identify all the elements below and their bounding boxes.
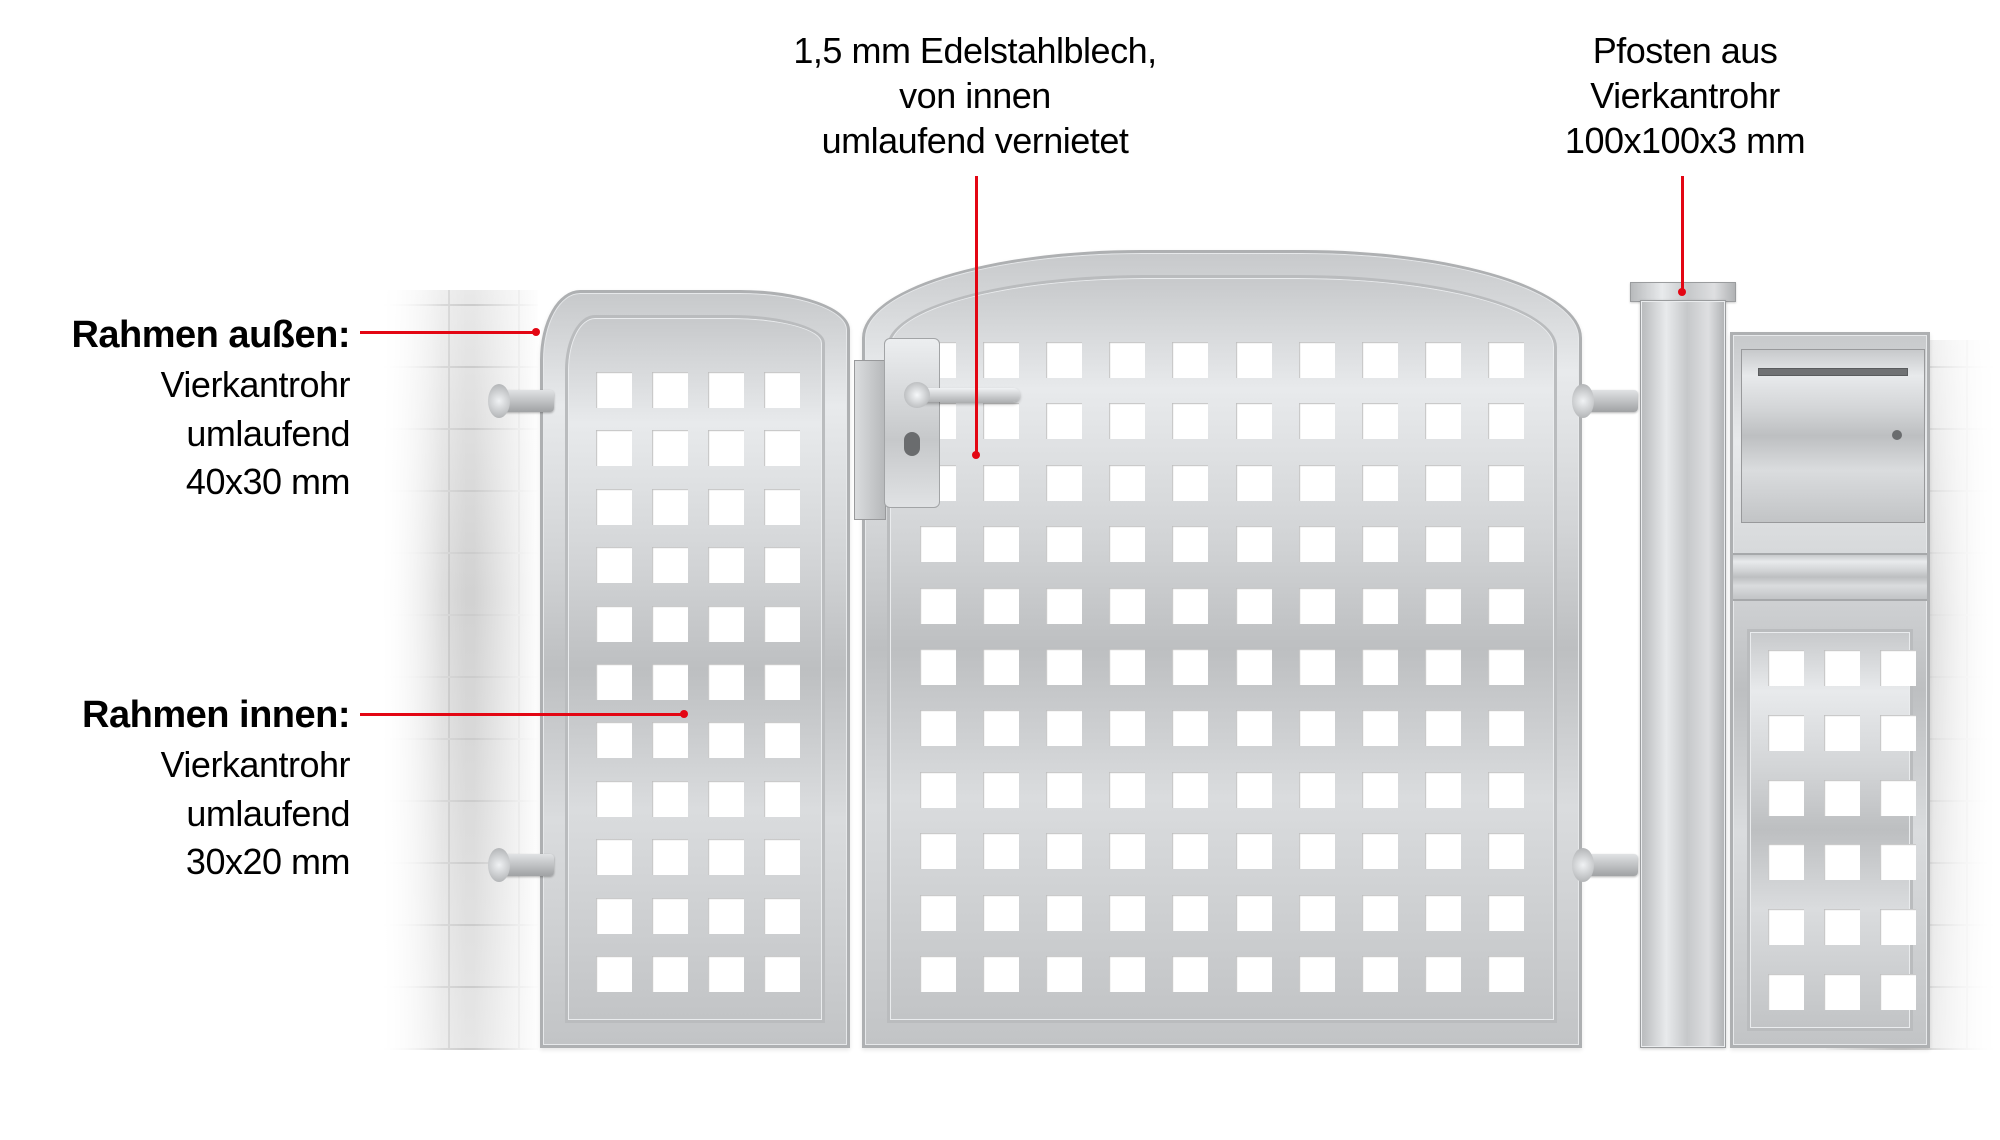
side-panel-midbar — [1733, 553, 1927, 601]
callout-left-outer: Rahmen außen: Vierkantrohr umlaufend 40x… — [0, 310, 350, 507]
callout-line: 40x30 mm — [0, 458, 350, 507]
hinge-left-upper — [502, 390, 554, 412]
leader-top-sheet — [975, 176, 978, 455]
gate-small-perforation — [596, 372, 794, 992]
hinge-right-upper — [1586, 390, 1638, 412]
diagram-stage: 1,5 mm Edelstahlblech, von innen umlaufe… — [0, 0, 2000, 1140]
strike-plate — [854, 360, 886, 520]
callout-line: Pfosten aus — [1540, 28, 1830, 73]
side-panel — [1730, 332, 1930, 1048]
callout-line: umlaufend vernietet — [760, 118, 1190, 163]
callout-line: Vierkantrohr — [0, 741, 350, 790]
mailbox-slot — [1758, 368, 1908, 376]
hinge-right-lower — [1586, 854, 1638, 876]
keyhole — [904, 432, 920, 456]
callout-line: von innen — [760, 73, 1190, 118]
callout-line: umlaufend — [0, 790, 350, 839]
callout-left-inner: Rahmen innen: Vierkantrohr umlaufend 30x… — [0, 690, 350, 887]
callout-top-sheet: 1,5 mm Edelstahlblech, von innen umlaufe… — [760, 28, 1190, 163]
gate-large-perforation — [920, 342, 1524, 992]
leader-left-inner — [360, 713, 684, 716]
gate-leaf-small — [540, 290, 850, 1048]
callout-heading: Rahmen außen: — [0, 310, 350, 361]
leader-dot-top-sheet — [972, 451, 980, 459]
callout-top-post: Pfosten aus Vierkantrohr 100x100x3 mm — [1540, 28, 1830, 163]
leader-left-outer — [360, 331, 536, 334]
callout-heading: Rahmen innen: — [0, 690, 350, 741]
door-handle — [910, 388, 1020, 402]
side-panel-lower-frame — [1747, 629, 1913, 1031]
callout-line: umlaufend — [0, 410, 350, 459]
leader-dot-left-outer — [532, 328, 540, 336]
gate-small-inner-frame — [565, 315, 825, 1023]
leader-top-post — [1681, 176, 1684, 292]
mailbox — [1741, 349, 1925, 523]
leader-dot-top-post — [1678, 288, 1686, 296]
leader-dot-left-inner — [680, 710, 688, 718]
callout-line: 100x100x3 mm — [1540, 118, 1830, 163]
callout-line: 1,5 mm Edelstahlblech, — [760, 28, 1190, 73]
mailbox-lock — [1892, 430, 1902, 440]
callout-line: Vierkantrohr — [0, 361, 350, 410]
callout-line: Vierkantrohr — [1540, 73, 1830, 118]
hinge-left-lower — [502, 854, 554, 876]
gate-leaf-large — [862, 250, 1582, 1048]
side-panel-perforation — [1768, 650, 1892, 1010]
square-post — [1640, 300, 1726, 1048]
handle-plate — [884, 338, 940, 508]
callout-line: 30x20 mm — [0, 838, 350, 887]
